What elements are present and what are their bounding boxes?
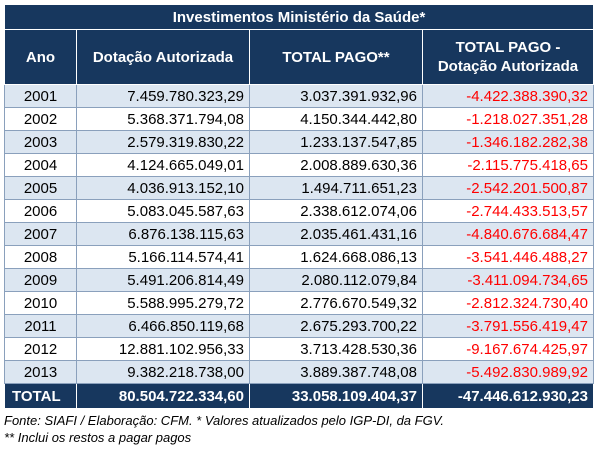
row-year: 2008 bbox=[4, 245, 77, 269]
table-row: 2013 9.382.218.738,00 3.889.387.748,08 -5.4… bbox=[4, 360, 594, 384]
row-diff: -3.411.094.734,65 bbox=[422, 268, 594, 292]
row-pago: 1.494.711.651,23 bbox=[249, 176, 423, 200]
row-year: 2003 bbox=[4, 130, 77, 154]
row-diff: -9.167.674.425,97 bbox=[422, 337, 594, 361]
table-row: 2001 7.459.780.323,29 3.037.391.932,96 -4.4… bbox=[4, 84, 594, 108]
row-year: 2006 bbox=[4, 199, 77, 223]
investment-table-container: Investimentos Ministério da Saúde* Ano D… bbox=[4, 4, 594, 446]
row-dotacao: 9.382.218.738,00 bbox=[76, 360, 250, 384]
row-dotacao: 6.876.138.115,63 bbox=[76, 222, 250, 246]
table-row: 2002 5.368.371.794,08 4.150.344.442,80 -1.2… bbox=[4, 107, 594, 131]
table-row: 2008 5.166.114.574,41 1.624.668.086,13 -3.5… bbox=[4, 245, 594, 269]
row-pago: 3.037.391.932,96 bbox=[249, 84, 423, 108]
header-diff-line1: TOTAL PAGO - bbox=[455, 39, 561, 56]
table-row: 2005 4.036.913.152,10 1.494.711.651,23 -2.5… bbox=[4, 176, 594, 200]
row-year: 2007 bbox=[4, 222, 77, 246]
header-diff: TOTAL PAGO - Dotação Autorizada bbox=[422, 29, 594, 85]
row-year: 2009 bbox=[4, 268, 77, 292]
total-label: TOTAL bbox=[4, 383, 77, 409]
row-pago: 3.713.428.530,36 bbox=[249, 337, 423, 361]
row-diff: -1.346.182.282,38 bbox=[422, 130, 594, 154]
row-dotacao: 5.166.114.574,41 bbox=[76, 245, 250, 269]
row-pago: 4.150.344.442,80 bbox=[249, 107, 423, 131]
row-pago: 2.008.889.630,36 bbox=[249, 153, 423, 177]
table-body: 2001 7.459.780.323,29 3.037.391.932,96 -4.4… bbox=[4, 84, 594, 384]
header-diff-line2: Dotação Autorizada bbox=[437, 58, 579, 75]
row-dotacao: 12.881.102.956,33 bbox=[76, 337, 250, 361]
row-year: 2002 bbox=[4, 107, 77, 131]
row-dotacao: 5.368.371.794,08 bbox=[76, 107, 250, 131]
row-year: 2005 bbox=[4, 176, 77, 200]
table-row: 2010 5.588.995.279,72 2.776.670.549,32 -2.8… bbox=[4, 291, 594, 315]
title-row: Investimentos Ministério da Saúde* bbox=[4, 4, 594, 30]
row-diff: -3.791.556.419,47 bbox=[422, 314, 594, 338]
total-dotacao: 80.504.722.334,60 bbox=[76, 383, 250, 409]
row-pago: 1.233.137.547,85 bbox=[249, 130, 423, 154]
row-pago: 2.675.293.700,22 bbox=[249, 314, 423, 338]
table-row: 2012 12.881.102.956,33 3.713.428.530,36 -9.… bbox=[4, 337, 594, 361]
source-note: Fonte: SIAFI / Elaboração: CFM. * Valore… bbox=[4, 413, 445, 428]
total-diff: -47.446.612.930,23 bbox=[422, 383, 594, 409]
row-pago: 3.889.387.748,08 bbox=[249, 360, 423, 384]
row-diff: -2.744.433.513,57 bbox=[422, 199, 594, 223]
row-diff: -5.492.830.989,92 bbox=[422, 360, 594, 384]
row-dotacao: 7.459.780.323,29 bbox=[76, 84, 250, 108]
row-pago: 2.035.461.431,16 bbox=[249, 222, 423, 246]
row-year: 2010 bbox=[4, 291, 77, 315]
row-pago: 2.776.670.549,32 bbox=[249, 291, 423, 315]
row-pago: 2.338.612.074,06 bbox=[249, 199, 423, 223]
row-dotacao: 5.588.995.279,72 bbox=[76, 291, 250, 315]
row-diff: -3.541.446.488,27 bbox=[422, 245, 594, 269]
row-year: 2001 bbox=[4, 84, 77, 108]
total-pago: 33.058.109.404,37 bbox=[249, 383, 423, 409]
row-year: 2011 bbox=[4, 314, 77, 338]
row-dotacao: 5.491.206.814,49 bbox=[76, 268, 250, 292]
header-dotacao: Dotação Autorizada bbox=[76, 29, 250, 85]
header-total-pago: TOTAL PAGO** bbox=[249, 29, 423, 85]
header-ano: Ano bbox=[4, 29, 77, 85]
row-dotacao: 5.083.045.587,63 bbox=[76, 199, 250, 223]
row-dotacao: 4.124.665.049,01 bbox=[76, 153, 250, 177]
table-row: 2003 2.579.319.830,22 1.233.137.547,85 -1.3… bbox=[4, 130, 594, 154]
row-dotacao: 6.466.850.119,68 bbox=[76, 314, 250, 338]
table-footer: Fonte: SIAFI / Elaboração: CFM. * Valore… bbox=[4, 412, 593, 446]
row-pago: 1.624.668.086,13 bbox=[249, 245, 423, 269]
row-year: 2004 bbox=[4, 153, 77, 177]
row-year: 2013 bbox=[4, 360, 77, 384]
total-row: TOTAL 80.504.722.334,60 33.058.109.404,3… bbox=[4, 383, 594, 409]
row-dotacao: 2.579.319.830,22 bbox=[76, 130, 250, 154]
row-diff: -4.840.676.684,47 bbox=[422, 222, 594, 246]
investment-table: Investimentos Ministério da Saúde* Ano D… bbox=[4, 4, 594, 409]
table-row: 2007 6.876.138.115,63 2.035.461.431,16 -4.8… bbox=[4, 222, 594, 246]
table-row: 2009 5.491.206.814,49 2.080.112.079,84 -3.4… bbox=[4, 268, 594, 292]
table-row: 2011 6.466.850.119,68 2.675.293.700,22 -3.7… bbox=[4, 314, 594, 338]
row-diff: -2.812.324.730,40 bbox=[422, 291, 594, 315]
table-row: 2006 5.083.045.587,63 2.338.612.074,06 -2.7… bbox=[4, 199, 594, 223]
table-title: Investimentos Ministério da Saúde* bbox=[4, 4, 594, 30]
row-year: 2012 bbox=[4, 337, 77, 361]
row-diff: -2.542.201.500,87 bbox=[422, 176, 594, 200]
row-diff: -4.422.388.390,32 bbox=[422, 84, 594, 108]
row-diff: -1.218.027.351,28 bbox=[422, 107, 594, 131]
row-diff: -2.115.775.418,65 bbox=[422, 153, 594, 177]
table-row: 2004 4.124.665.049,01 2.008.889.630,36 -2.1… bbox=[4, 153, 594, 177]
restos-note: ** Inclui os restos a pagar pagos bbox=[4, 430, 192, 445]
row-pago: 2.080.112.079,84 bbox=[249, 268, 423, 292]
row-dotacao: 4.036.913.152,10 bbox=[76, 176, 250, 200]
header-row: Ano Dotação Autorizada TOTAL PAGO** TOTA… bbox=[4, 29, 594, 85]
